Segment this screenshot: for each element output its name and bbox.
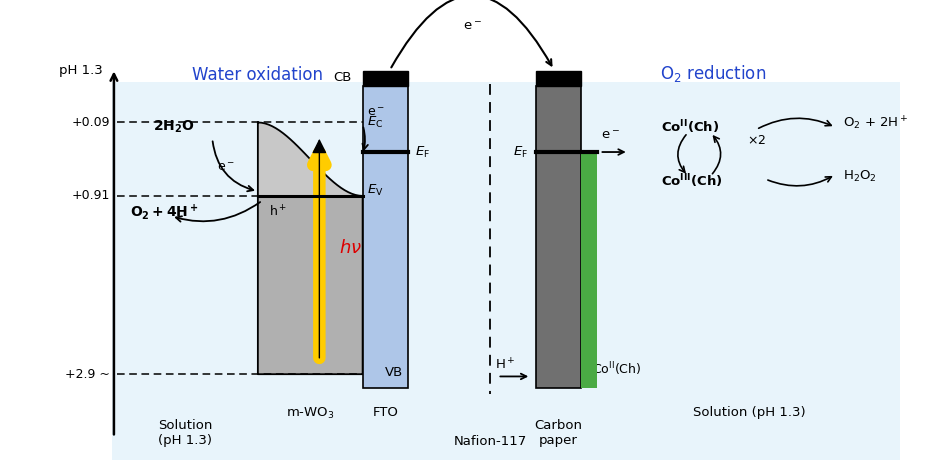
Bar	[536, 87, 582, 387]
Text: h$^+$: h$^+$	[269, 204, 287, 219]
Text: pH 1.3: pH 1.3	[59, 64, 103, 77]
Text: $\mathbf{Co^{II}(Ch)}$: $\mathbf{Co^{II}(Ch)}$	[660, 119, 719, 136]
Text: $E_\mathrm{C}$: $E_\mathrm{C}$	[368, 115, 383, 130]
Text: $\mathbf{O_2 + 4H^+}$: $\mathbf{O_2 + 4H^+}$	[131, 202, 199, 221]
Text: FTO: FTO	[372, 406, 398, 419]
Text: $E_\mathrm{F}$: $E_\mathrm{F}$	[416, 145, 431, 159]
Text: Carbon
paper: Carbon paper	[534, 419, 582, 447]
Text: VB: VB	[385, 366, 404, 379]
Text: $\times 2$: $\times 2$	[747, 134, 766, 147]
Text: O$_2$ reduction: O$_2$ reduction	[660, 63, 767, 84]
Text: +0.09: +0.09	[72, 116, 110, 129]
Bar	[582, 152, 596, 387]
Text: $h\nu$: $h\nu$	[340, 239, 362, 258]
Text: e$^-$: e$^-$	[217, 161, 235, 174]
Text: $E_\mathrm{F}$: $E_\mathrm{F}$	[513, 145, 529, 159]
Text: $\mathbf{Co^{III}(Ch)}$: $\mathbf{Co^{III}(Ch)}$	[660, 172, 722, 190]
Bar	[112, 82, 900, 460]
Text: m-WO$_3$: m-WO$_3$	[286, 406, 334, 421]
Polygon shape	[363, 71, 408, 87]
Text: $E_\mathrm{V}$: $E_\mathrm{V}$	[368, 183, 383, 198]
Text: Solution
(pH 1.3): Solution (pH 1.3)	[157, 419, 212, 447]
Text: e$^-$: e$^-$	[368, 106, 385, 119]
Text: Water oxidation: Water oxidation	[193, 66, 323, 84]
Text: O$_2$ + 2H$^+$: O$_2$ + 2H$^+$	[843, 114, 908, 131]
Polygon shape	[257, 196, 363, 375]
Polygon shape	[257, 122, 363, 375]
Text: +2.9 ~: +2.9 ~	[66, 367, 110, 381]
Text: H$^+$: H$^+$	[494, 357, 516, 373]
Text: $\mathbf{2H_2O}$: $\mathbf{2H_2O}$	[153, 119, 194, 136]
Text: CB: CB	[333, 70, 352, 83]
Text: H$_2$O$_2$: H$_2$O$_2$	[843, 169, 877, 184]
Text: Nafion-117: Nafion-117	[454, 435, 527, 448]
Polygon shape	[536, 71, 582, 87]
Text: +0.91: +0.91	[72, 189, 110, 202]
Text: Co$^{\rm II}$(Ch): Co$^{\rm II}$(Ch)	[593, 361, 642, 378]
Text: e$^-$: e$^-$	[601, 129, 620, 142]
Bar	[363, 87, 408, 387]
Text: e$^-$: e$^-$	[462, 20, 482, 32]
Text: Solution (pH 1.3): Solution (pH 1.3)	[694, 406, 807, 419]
